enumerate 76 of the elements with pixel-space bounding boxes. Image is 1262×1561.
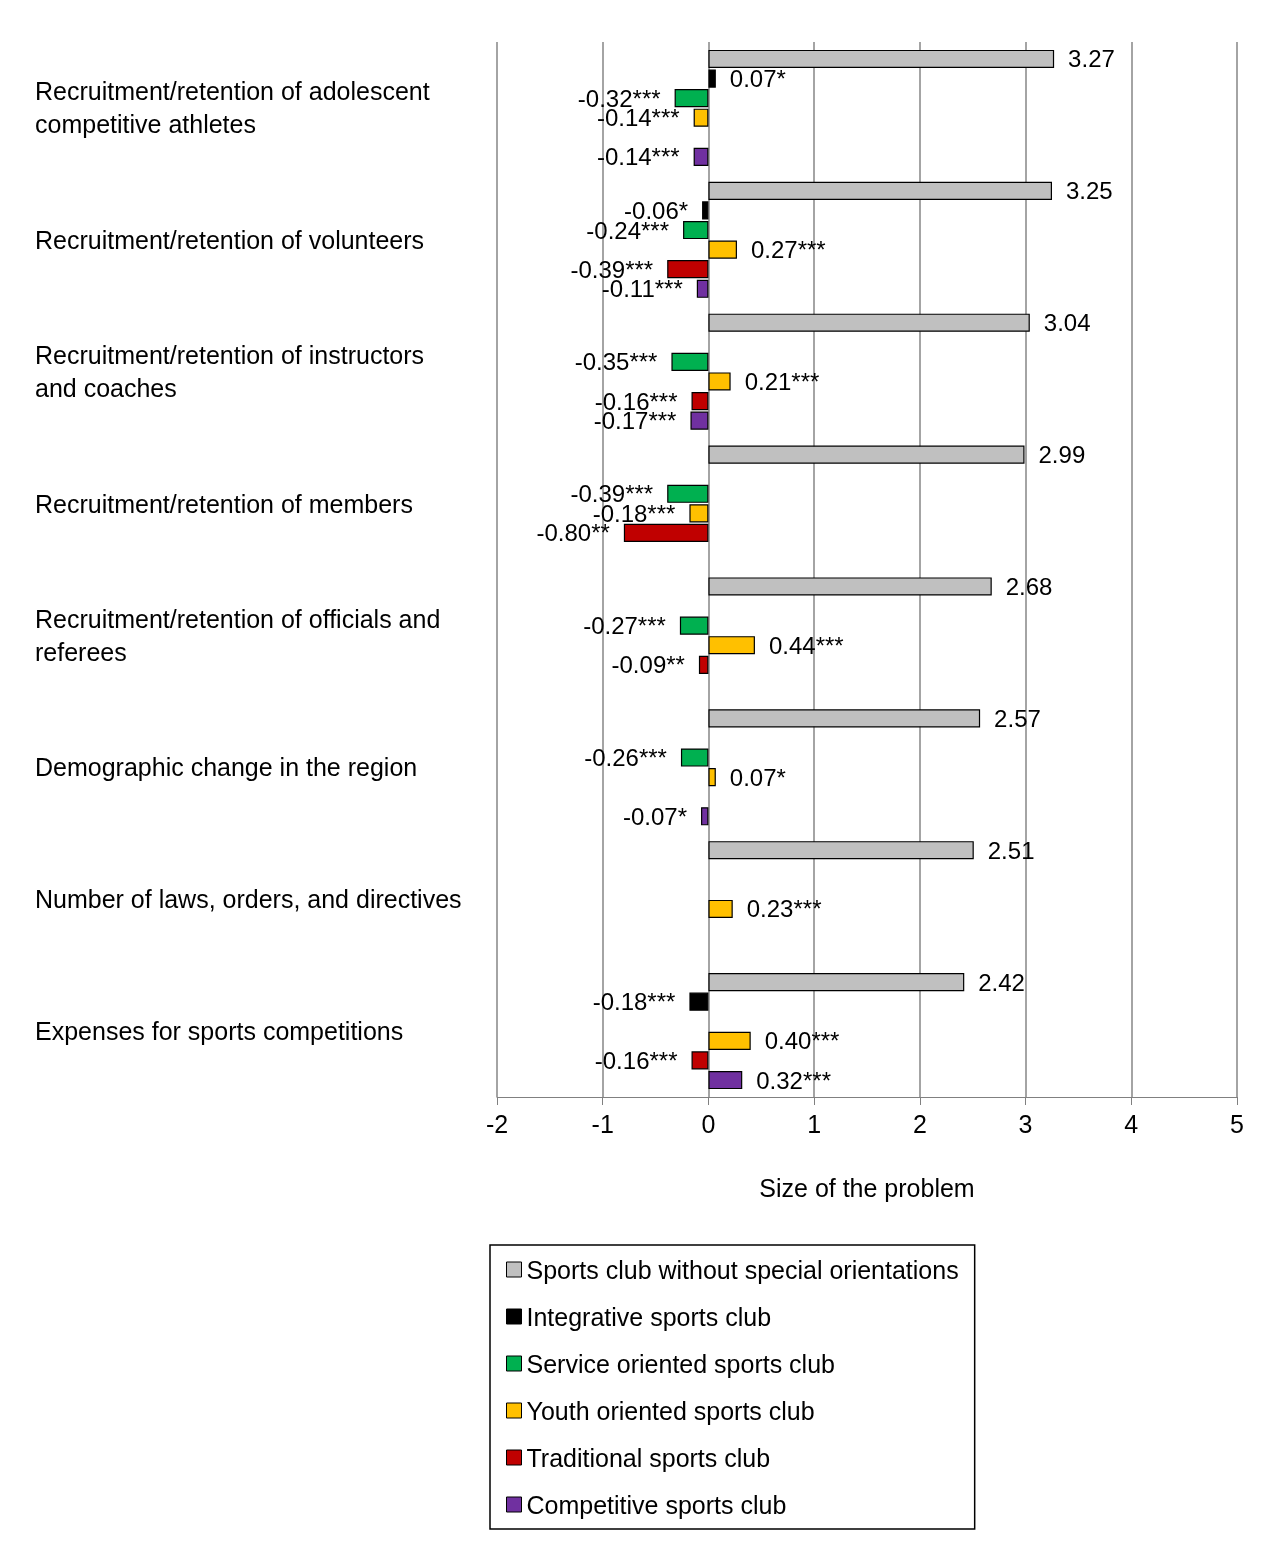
bar — [690, 411, 709, 430]
bar — [679, 616, 709, 635]
data-label: -0.18*** — [592, 988, 676, 1016]
data-label: -0.16*** — [594, 1046, 678, 1074]
x-tick-label: 1 — [807, 1109, 822, 1138]
data-label: -0.07* — [622, 802, 688, 830]
legend-label: Competitive sports club — [526, 1490, 787, 1519]
data-label: 3.27 — [1068, 45, 1115, 73]
bar — [693, 147, 709, 166]
bar — [708, 181, 1052, 200]
bar — [708, 636, 755, 655]
legend-label: Service oriented sports club — [526, 1349, 835, 1378]
bar — [698, 655, 709, 674]
x-tick-label: 2 — [912, 1109, 927, 1138]
bar — [708, 577, 992, 596]
legend-label: Integrative sports club — [526, 1302, 772, 1331]
data-label: 3.04 — [1043, 309, 1091, 337]
y-tick-label: Number of laws, orders, and directives — [35, 885, 462, 914]
data-label: 0.21*** — [744, 367, 820, 395]
data-label: 0.23*** — [746, 895, 822, 923]
data-label: 0.32*** — [756, 1066, 831, 1094]
bar — [701, 807, 709, 826]
bar — [691, 1051, 709, 1070]
data-label: 2.42 — [978, 968, 1025, 996]
bar — [708, 709, 981, 728]
bar — [708, 445, 1025, 464]
data-label: 0.07* — [729, 763, 786, 791]
bar — [708, 899, 733, 919]
bar — [623, 523, 709, 542]
bar — [691, 392, 709, 411]
data-label: 0.44*** — [768, 631, 844, 659]
legend-label: Sports club without special orientations — [526, 1255, 959, 1284]
bar — [708, 768, 716, 787]
bar — [689, 992, 709, 1011]
bar — [708, 841, 974, 860]
data-label: -0.09** — [611, 651, 685, 679]
data-label: 2.68 — [1005, 572, 1053, 600]
y-tick-label: Demographic change in the region — [35, 753, 418, 782]
data-label: 2.99 — [1038, 441, 1086, 469]
bar — [671, 352, 709, 371]
data-label: 2.57 — [994, 704, 1041, 732]
y-tick-label: Recruitment/retention of adolescent competitive athletes — [35, 77, 437, 139]
bar — [708, 1031, 751, 1050]
y-tick-label: Recruitment/retention of instructors and coaches — [35, 341, 431, 403]
y-tick-label: Recruitment/retention of officials and referees — [35, 604, 448, 666]
bar — [708, 240, 737, 259]
bar — [674, 89, 709, 108]
legend-label: Youth oriented sports club — [526, 1396, 815, 1425]
x-tick-label: 5 — [1230, 1109, 1244, 1138]
bar — [667, 260, 709, 279]
legend-label: Traditional sports club — [526, 1443, 771, 1472]
data-label: 0.07* — [729, 65, 786, 93]
bar — [680, 748, 709, 767]
data-label: -0.14*** — [596, 143, 680, 171]
bar — [708, 372, 731, 391]
data-label: 3.25 — [1066, 177, 1113, 205]
x-tick-label: 4 — [1124, 1109, 1139, 1138]
x-tick-label: -1 — [591, 1109, 614, 1138]
x-axis-title: Size of the problem — [759, 1173, 975, 1202]
bar — [708, 1070, 743, 1090]
data-label: 0.40*** — [764, 1027, 840, 1055]
y-tick-label: Expenses for sports competitions — [35, 1017, 404, 1046]
data-label: -0.35*** — [574, 348, 658, 376]
y-tick-label: Recruitment/retention of members — [35, 489, 413, 518]
bar — [708, 313, 1030, 332]
bar — [693, 108, 709, 127]
data-label: -0.27*** — [583, 612, 666, 640]
bar — [708, 973, 965, 992]
x-tick-label: -2 — [485, 1109, 509, 1138]
bar — [696, 279, 709, 298]
data-label: 0.27*** — [750, 236, 826, 264]
x-tick-label: 3 — [1018, 1109, 1033, 1138]
x-tick-label: 0 — [701, 1109, 716, 1138]
data-label: -0.26*** — [584, 744, 667, 772]
data-label: 2.51 — [987, 836, 1035, 864]
y-tick-label: Recruitment/retention of volunteers — [35, 225, 425, 254]
